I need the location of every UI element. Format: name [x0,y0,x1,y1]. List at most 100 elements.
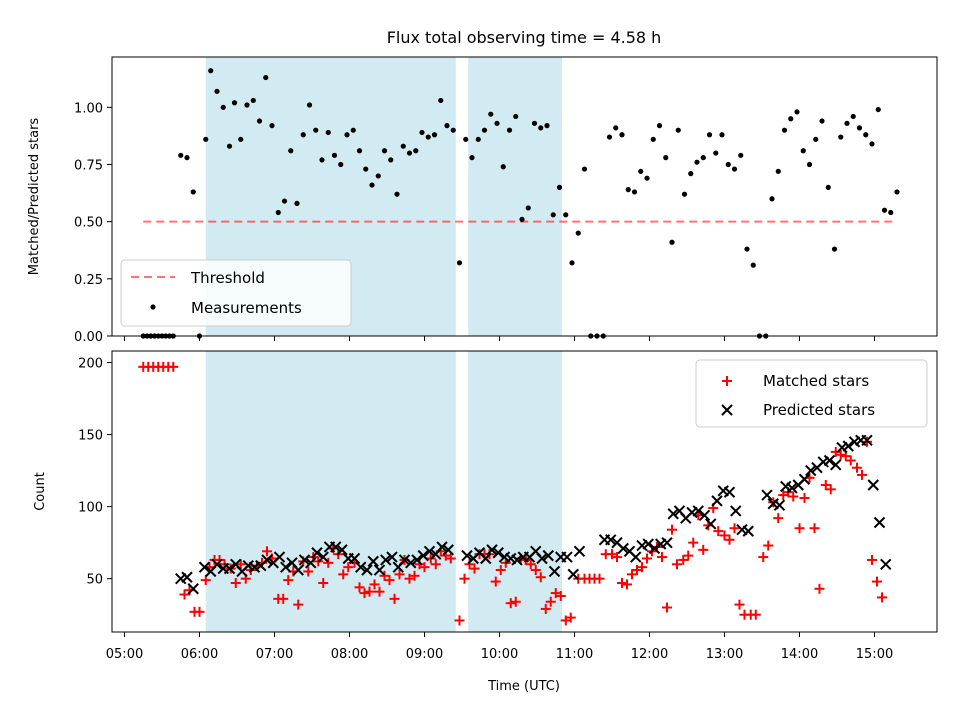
measurement-point [650,136,656,142]
predicted-star-point [386,551,398,563]
matched-star-point [809,523,820,534]
legend-matched-swatch [722,376,732,386]
predicted-star-point [842,440,854,452]
measurement-point [638,168,644,174]
measurement-point [631,189,638,195]
predicted-star-point [380,554,392,566]
measurement-point [663,155,669,161]
y-tick-label: 100 [78,501,103,516]
predicted-star-point [561,551,573,563]
measurement-point [619,132,625,138]
measurement-point [488,111,494,117]
matched-star-point [235,559,246,570]
measurement-point [750,262,756,268]
measurement-point [456,260,463,266]
measurement-point [869,141,875,147]
measurement-point [813,136,819,142]
predicted-star-point [723,486,736,498]
measurement-point [350,127,356,133]
matched-star-point [729,523,740,534]
matched-star-point [394,569,405,580]
matched-star-point [799,492,810,503]
matched-star-point [657,552,667,563]
x-tick-label: 13:00 [706,647,743,662]
measurement-point [469,155,475,161]
measurement-point [838,134,844,140]
measurement-point [725,161,731,168]
measurement-point [356,148,363,154]
matched-star-point [168,361,179,372]
y-tick-label: 1.00 [74,101,103,116]
matched-star-point [642,553,652,564]
predicted-star-point [730,505,742,517]
shaded-interval [468,57,562,336]
predicted-star-point [261,554,273,566]
predicted-star-point [211,558,223,570]
matched-star-point [662,602,672,613]
predicted-star-point [630,551,642,563]
x-tick-label: 10:00 [481,647,518,662]
measurement-point [675,127,681,133]
measurement-point [294,200,300,206]
predicted-star-point [542,549,554,562]
measurement-point [400,143,406,149]
measurement-point [338,161,344,168]
matched-star-point [724,534,735,545]
predicted-star-point [786,482,798,494]
predicted-star-point [548,565,561,578]
x-tick-label: 08:00 [331,647,368,662]
predicted-star-point [661,536,673,549]
y-tick-label: 0.25 [74,273,103,288]
measurement-point [506,127,513,133]
legend-measurements-label: Measurements [191,299,302,317]
predicted-star-point [411,554,423,566]
matched-star-point [364,586,375,597]
measurement-point [269,123,275,129]
predicted-star-point [711,495,723,507]
matched-star-point [594,573,605,584]
measurement-point [263,74,269,81]
x-tick-label: 11:00 [556,647,593,662]
measurement-point [656,123,663,129]
measurement-point [184,155,190,161]
measurement-point [475,136,481,142]
legend-ratio: Threshold Measurements [120,259,352,327]
measurement-point [363,166,369,172]
measurement-point [744,246,750,252]
legend-matched-label: Matched stars [763,372,869,390]
predicted-star-point [198,561,211,573]
matched-star-point [667,524,677,535]
x-tick-label: 07:00 [256,647,293,662]
y-tick-label: 0.00 [74,330,103,345]
matched-star-point [323,557,334,568]
measurement-point [406,150,413,156]
measurement-point [413,148,419,154]
measurement-point [331,152,338,158]
matched-star-point [194,606,205,617]
measurement-point [825,184,831,190]
y-tick-label: 50 [86,573,103,588]
measurement-point [375,173,381,179]
measurement-point [306,102,313,108]
matched-star-point [495,565,506,576]
matched-star-point [389,593,400,604]
measurement-point [226,143,233,149]
predicted-star-point [511,554,523,566]
predicted-star-point [367,555,379,568]
measurement-point [731,166,738,172]
predicted-star-point [330,541,342,553]
matched-star-point [788,491,799,502]
measurement-point [875,106,881,113]
predicted-star-point [417,549,429,562]
measurement-point [844,120,850,126]
matched-star-point [814,583,825,594]
measurement-point [444,123,450,129]
predicted-star-point [223,562,236,575]
measurement-point [190,189,196,195]
plot-frame [111,350,938,633]
predicted-star-point [536,552,548,565]
matched-star-point [872,576,882,587]
x-tick-label: 05:00 [106,647,143,662]
predicted-star-point [492,547,504,559]
